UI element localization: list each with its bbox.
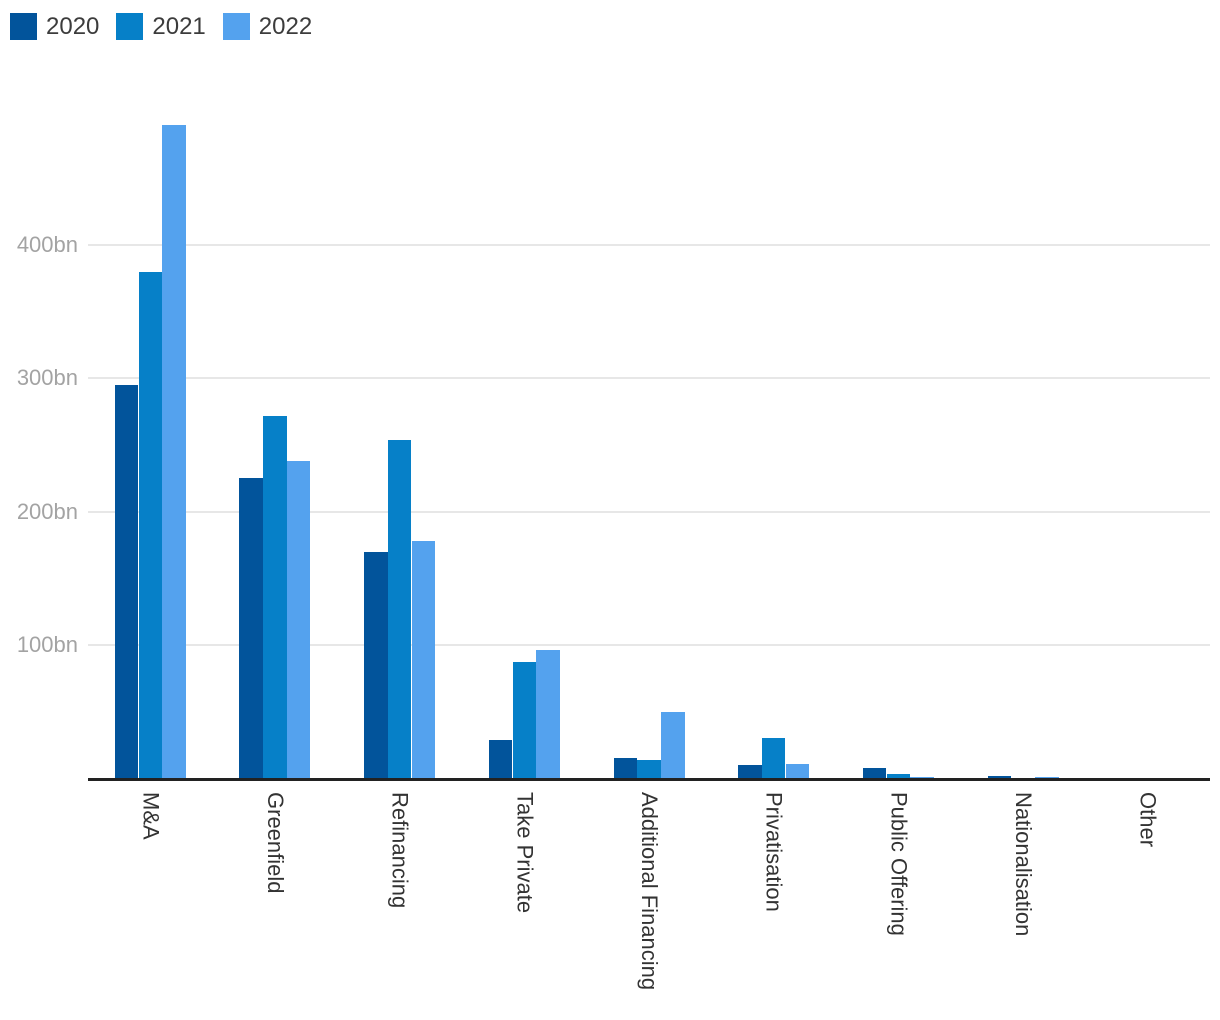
bar-greenfield-2020[interactable]: [239, 478, 264, 779]
bar-privatisation-2020[interactable]: [738, 765, 762, 779]
x-axis-label-additional-financing: Additional Financing: [637, 792, 662, 991]
bar-take-private-2020[interactable]: [488, 739, 513, 779]
bar-greenfield-2022[interactable]: [286, 461, 311, 779]
legend-swatch-2022: [222, 13, 250, 40]
x-axis-label-privatisation: Privatisation: [761, 792, 787, 912]
legend-item-2022[interactable]: 2022: [222, 13, 313, 40]
legend-item-2021[interactable]: 2021: [116, 13, 206, 40]
legend-swatch-2020: [10, 13, 37, 40]
x-axis-label-greenfield: Greenfield: [263, 792, 288, 894]
gridline-100bn: [88, 644, 1210, 646]
y-axis-label-300bn: 300bn: [16, 365, 78, 391]
gridline-200bn: [88, 510, 1210, 513]
x-axis-label-m-a: M&A: [138, 792, 164, 840]
legend-label: 2021: [152, 13, 206, 40]
bar-take-private-2021[interactable]: [512, 662, 537, 779]
bar-privatisation-2022[interactable]: [785, 763, 810, 779]
bar-refinancing-2022[interactable]: [411, 541, 436, 779]
bar-m-a-2021[interactable]: [138, 271, 163, 779]
x-axis-label-public-offering: Public Offering: [886, 792, 912, 936]
gridline-400bn: [88, 244, 1210, 246]
bar-m-a-2022[interactable]: [162, 125, 186, 779]
bar-nationalisation-2020[interactable]: [987, 775, 1012, 779]
legend-swatch-2021: [116, 13, 144, 40]
bar-additional-financing-2020[interactable]: [613, 758, 638, 779]
y-axis-label-100bn: 100bn: [16, 632, 78, 657]
legend: 2020 2021 2022: [10, 13, 312, 40]
bar-greenfield-2021[interactable]: [263, 415, 287, 779]
y-axis-label-200bn: 200bn: [16, 498, 78, 524]
y-axis-label-400bn: 400bn: [16, 232, 78, 257]
x-axis-label-refinancing: Refinancing: [387, 792, 413, 909]
bar-additional-financing-2022[interactable]: [660, 711, 685, 779]
bar-take-private-2022[interactable]: [536, 650, 560, 779]
gridline-300bn: [88, 377, 1210, 380]
bar-refinancing-2021[interactable]: [387, 439, 412, 779]
bar-refinancing-2020[interactable]: [364, 551, 388, 779]
legend-label: 2022: [258, 13, 313, 40]
x-axis-label-take-private: Take Private: [512, 792, 538, 914]
x-axis-line: [88, 777, 1210, 781]
x-axis-label-nationalisation: Nationalisation: [1011, 792, 1036, 937]
bar-m-a-2020[interactable]: [114, 385, 139, 779]
x-axis-label-other: Other: [1135, 792, 1161, 848]
bar-additional-financing-2021[interactable]: [637, 759, 661, 779]
bar-public-offering-2021[interactable]: [886, 774, 911, 779]
legend-label: 2020: [46, 13, 100, 40]
legend-item-2020[interactable]: 2020: [10, 13, 99, 40]
bar-public-offering-2020[interactable]: [862, 767, 887, 779]
bar-privatisation-2021[interactable]: [761, 738, 786, 779]
